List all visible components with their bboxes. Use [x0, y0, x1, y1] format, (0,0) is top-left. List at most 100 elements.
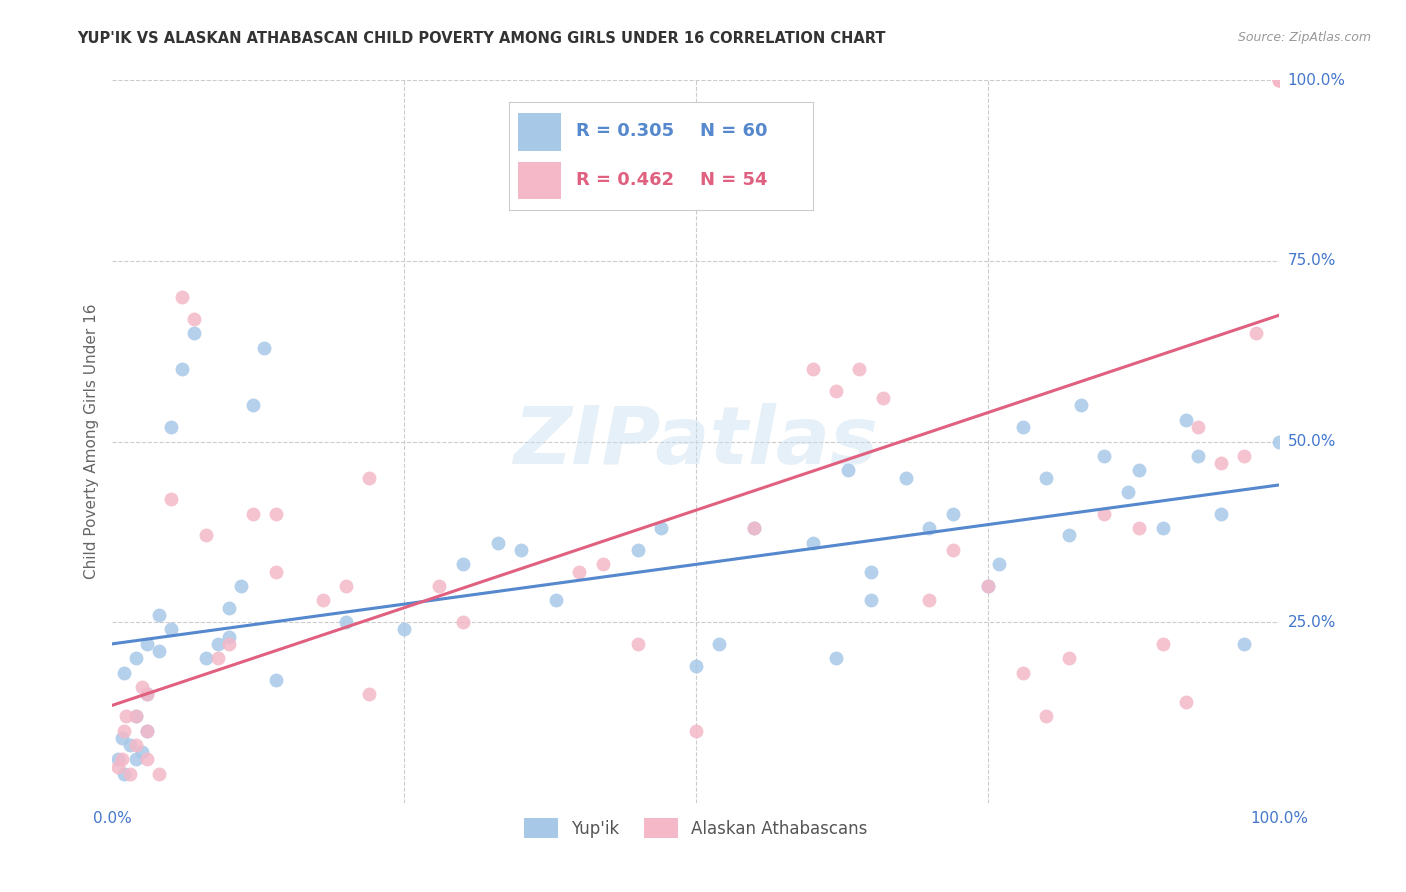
Point	[115, 709, 138, 723]
Point	[1187, 420, 1209, 434]
Point	[160, 420, 183, 434]
Point	[544, 593, 567, 607]
Point	[918, 521, 941, 535]
Point	[136, 723, 159, 738]
Point	[1209, 507, 1232, 521]
Point	[160, 492, 183, 507]
Point	[264, 673, 287, 687]
Point	[918, 593, 941, 607]
Point	[131, 680, 153, 694]
Point	[136, 687, 159, 701]
Point	[194, 651, 217, 665]
Point	[264, 565, 287, 579]
Point	[335, 579, 357, 593]
Text: 100.0%: 100.0%	[1288, 73, 1346, 87]
Point	[1035, 709, 1057, 723]
Point	[872, 391, 894, 405]
Point	[860, 593, 883, 607]
Point	[1059, 528, 1081, 542]
Point	[1175, 413, 1198, 427]
Point	[988, 558, 1011, 572]
Text: YUP'IK VS ALASKAN ATHABASCAN CHILD POVERTY AMONG GIRLS UNDER 16 CORRELATION CHAR: YUP'IK VS ALASKAN ATHABASCAN CHILD POVER…	[77, 31, 886, 46]
Point	[112, 767, 135, 781]
Point	[1128, 463, 1150, 477]
Point	[509, 542, 531, 557]
Text: Source: ZipAtlas.com: Source: ZipAtlas.com	[1237, 31, 1371, 45]
Point	[1268, 73, 1291, 87]
Point	[709, 637, 731, 651]
Point	[1011, 420, 1033, 434]
Point	[1268, 73, 1291, 87]
Point	[848, 362, 870, 376]
Point	[1094, 449, 1116, 463]
Point	[801, 362, 824, 376]
Point	[1268, 73, 1291, 87]
Point	[148, 607, 170, 622]
Point	[111, 752, 134, 766]
Point	[218, 637, 240, 651]
Point	[451, 558, 474, 572]
Point	[1152, 637, 1174, 651]
Point	[136, 752, 159, 766]
Point	[242, 507, 264, 521]
Point	[1128, 521, 1150, 535]
Point	[118, 767, 141, 781]
Point	[894, 470, 917, 484]
Point	[1233, 637, 1256, 651]
Point	[311, 593, 333, 607]
Point	[148, 644, 170, 658]
Point	[650, 521, 672, 535]
Text: ZIPatlas: ZIPatlas	[513, 402, 879, 481]
Point	[685, 723, 707, 738]
Point	[1233, 449, 1256, 463]
Point	[942, 542, 965, 557]
Point	[685, 658, 707, 673]
Point	[1209, 456, 1232, 470]
Point	[172, 290, 194, 304]
Point	[207, 651, 229, 665]
Point	[486, 535, 509, 549]
Point	[118, 738, 141, 752]
Point	[1116, 485, 1139, 500]
Point	[592, 558, 614, 572]
Point	[1094, 507, 1116, 521]
Point	[568, 565, 591, 579]
Point	[160, 623, 183, 637]
Point	[264, 507, 287, 521]
Y-axis label: Child Poverty Among Girls Under 16: Child Poverty Among Girls Under 16	[83, 304, 98, 579]
Point	[627, 637, 650, 651]
Point	[107, 752, 129, 766]
Point	[242, 398, 264, 412]
Point	[1175, 695, 1198, 709]
Point	[136, 723, 159, 738]
Point	[136, 637, 159, 651]
Point	[860, 565, 883, 579]
Point	[131, 745, 153, 759]
Point	[359, 687, 381, 701]
Point	[112, 723, 135, 738]
Point	[207, 637, 229, 651]
Point	[125, 651, 148, 665]
Point	[1268, 73, 1291, 87]
Point	[136, 687, 159, 701]
Text: 75.0%: 75.0%	[1288, 253, 1336, 268]
Point	[1035, 470, 1057, 484]
Point	[359, 470, 381, 484]
Point	[107, 760, 129, 774]
Point	[183, 326, 205, 340]
Point	[218, 630, 240, 644]
Point	[194, 528, 217, 542]
Point	[335, 615, 357, 630]
Point	[111, 731, 134, 745]
Point	[112, 665, 135, 680]
Point	[1011, 665, 1033, 680]
Point	[627, 542, 650, 557]
Text: 50.0%: 50.0%	[1288, 434, 1336, 449]
Point	[183, 311, 205, 326]
Point	[229, 579, 252, 593]
Point	[825, 651, 848, 665]
Point	[744, 521, 766, 535]
Point	[1070, 398, 1092, 412]
Point	[801, 535, 824, 549]
Point	[942, 507, 965, 521]
